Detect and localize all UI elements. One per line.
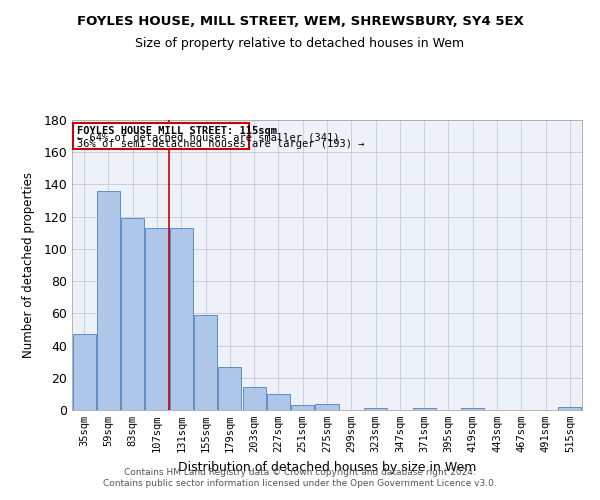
Bar	[73, 123, 249, 149]
Bar	[316, 404, 338, 410]
Text: ← 64% of detached houses are smaller (341): ← 64% of detached houses are smaller (34…	[77, 132, 340, 142]
Bar	[461, 408, 484, 410]
Bar	[218, 366, 241, 410]
Bar	[170, 228, 193, 410]
Text: 36% of semi-detached houses are larger (193) →: 36% of semi-detached houses are larger (…	[77, 138, 364, 148]
Bar	[267, 394, 290, 410]
Bar	[413, 408, 436, 410]
Bar	[73, 334, 95, 410]
Bar	[364, 408, 387, 410]
Bar	[242, 388, 266, 410]
Y-axis label: Number of detached properties: Number of detached properties	[22, 172, 35, 358]
Text: FOYLES HOUSE, MILL STREET, WEM, SHREWSBURY, SY4 5EX: FOYLES HOUSE, MILL STREET, WEM, SHREWSBU…	[77, 15, 523, 28]
Bar	[145, 228, 169, 410]
Text: FOYLES HOUSE MILL STREET: 115sqm: FOYLES HOUSE MILL STREET: 115sqm	[77, 126, 277, 136]
X-axis label: Distribution of detached houses by size in Wem: Distribution of detached houses by size …	[178, 460, 476, 473]
Bar	[291, 405, 314, 410]
Bar	[559, 407, 581, 410]
Bar	[121, 218, 144, 410]
Text: Contains HM Land Registry data © Crown copyright and database right 2024.
Contai: Contains HM Land Registry data © Crown c…	[103, 468, 497, 487]
Bar	[97, 191, 120, 410]
Bar	[194, 315, 217, 410]
Text: Size of property relative to detached houses in Wem: Size of property relative to detached ho…	[136, 38, 464, 51]
